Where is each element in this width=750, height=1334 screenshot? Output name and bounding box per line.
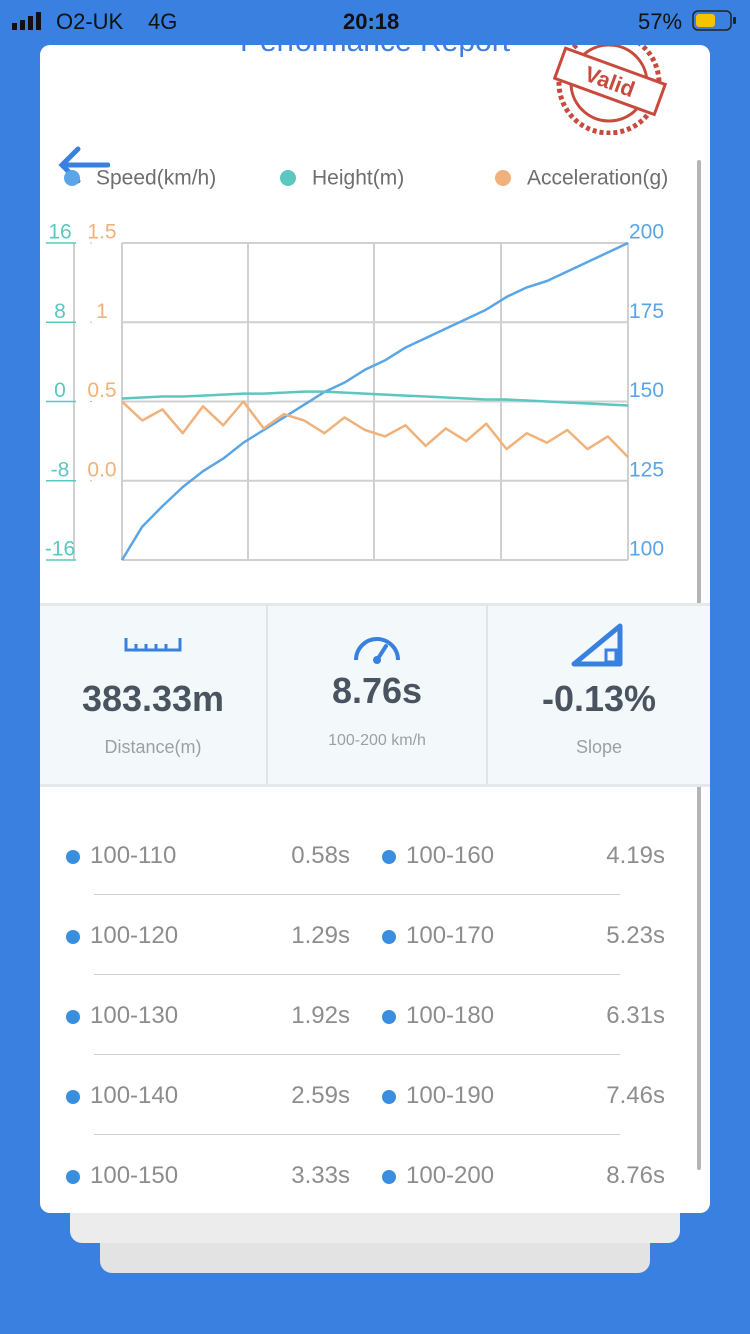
y2-tick-label: 125 [629, 458, 664, 481]
legend-marker [495, 170, 511, 186]
divider [266, 606, 268, 784]
signal-icon [12, 12, 41, 30]
split-dot [382, 1090, 396, 1104]
split-time: 3.33s [291, 1162, 350, 1189]
stat-value: 383.33m [81, 678, 225, 719]
legend-label: Speed(km/h) [96, 167, 216, 190]
series-line [120, 241, 629, 561]
stat-time: 8.76s 100-200 km/h [268, 606, 486, 784]
stat-label: 100-200 km/h [328, 732, 426, 749]
split-range: 100-130 [90, 1002, 179, 1029]
y-tick-label: 0 [54, 379, 66, 402]
separator [94, 894, 620, 895]
separator [94, 1054, 620, 1055]
y-tick-label: -8 [51, 458, 70, 481]
split-time: 2.59s [291, 1082, 350, 1109]
battery-level: 57% [638, 9, 683, 34]
legend-marker [280, 170, 296, 186]
split-time: 8.76s [606, 1162, 665, 1189]
split-range: 100-110 [90, 842, 177, 869]
y2-tick-label: 100 [629, 538, 664, 561]
split-time: 5.23s [606, 922, 665, 949]
y3-tick-label: 1.5 [87, 221, 116, 244]
report-card: Performance Report Valid 383.33m Distanc… [40, 45, 710, 1213]
split-dot [382, 1010, 396, 1024]
stack-card [70, 1213, 680, 1243]
split-range: 100-140 [90, 1082, 179, 1109]
split-time: 1.29s [291, 922, 350, 949]
split-dot [66, 1010, 80, 1024]
split-dot [66, 1170, 80, 1184]
y-tick-label: -16 [45, 538, 75, 561]
y-tick-label: 16 [48, 221, 71, 244]
split-range: 100-120 [90, 922, 179, 949]
split-time: 7.46s [606, 1082, 665, 1109]
separator [94, 1134, 620, 1135]
split-time: 1.92s [291, 1002, 350, 1029]
chart: 200 175 150 125 100 16 8 0 -8 -16 1.5 1 0.5 0.0 Speed(… [45, 167, 668, 561]
battery-icon [692, 10, 736, 31]
stat-slope: -0.13% Slope [488, 606, 710, 784]
separator [94, 974, 620, 975]
split-dot [382, 850, 396, 864]
legend-label: Acceleration(g) [527, 167, 668, 190]
split-time: 4.19s [606, 842, 665, 869]
page-title: Performance Report [40, 45, 710, 59]
y2-tick-label: 150 [629, 379, 664, 402]
clock: 20:18 [343, 9, 400, 34]
y3-tick-label: 1 [96, 300, 108, 323]
stat-value: -0.13% [541, 678, 657, 719]
status-bar: O2-UK 4G 20:18 57% [0, 0, 750, 42]
y3-tick-label: 0.5 [87, 379, 116, 402]
stat-label: Slope [575, 737, 623, 757]
split-dot [66, 930, 80, 944]
y-tick-label: 8 [54, 300, 66, 323]
stat-distance: 383.33m Distance(m) [40, 606, 266, 784]
split-range: 100-170 [406, 922, 495, 949]
legend-marker [64, 170, 80, 186]
series-line [121, 390, 629, 407]
stat-label: Distance(m) [104, 737, 202, 757]
gauge-icon [354, 637, 400, 664]
split-range: 100-150 [90, 1162, 179, 1189]
stat-value: 8.76s [331, 670, 423, 711]
stats-panel: 383.33m Distance(m) 8.76s 100-200 km/h -… [40, 603, 710, 787]
legend-label: Height(m) [312, 167, 404, 190]
splits-list: 100-110 0.58s 100-120 1.29s 100-130 1.92s 100-… [40, 45, 710, 1213]
split-range: 100-160 [406, 842, 495, 869]
divider [486, 606, 488, 784]
split-dot [66, 1090, 80, 1104]
carrier: O2-UK [56, 9, 124, 34]
split-range: 100-180 [406, 1002, 495, 1029]
y2-tick-label: 200 [629, 221, 664, 244]
valid-stamp: Valid [552, 45, 668, 135]
slope-icon [571, 623, 623, 667]
split-dot [66, 850, 80, 864]
ruler-icon [124, 638, 182, 652]
split-range: 100-190 [406, 1082, 495, 1109]
split-time: 0.58s [291, 842, 350, 869]
split-dot [382, 930, 396, 944]
split-dot [382, 1170, 396, 1184]
series-line [121, 400, 629, 458]
split-time: 6.31s [606, 1002, 665, 1029]
y3-tick-label: 0.0 [87, 458, 116, 481]
network: 4G [148, 9, 178, 34]
split-range: 100-200 [406, 1162, 495, 1189]
y2-tick-label: 175 [629, 300, 664, 323]
